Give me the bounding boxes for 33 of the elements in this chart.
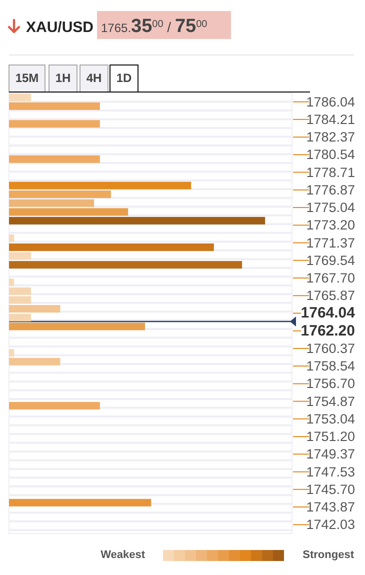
- chart-subtitle: 1765.35$^{00}$ / 75$^{00}$: [101, 16, 208, 37]
- y-tick-label: 1764.04: [300, 304, 356, 322]
- y-tick-label: 1745.70: [306, 482, 355, 497]
- y-tick-label: 1762.20: [300, 322, 355, 340]
- y-tick-label: 1780.54: [306, 147, 356, 162]
- text: Strongest: [302, 549, 354, 561]
- text: 4H: [86, 71, 102, 85]
- y-tick-label: 1778.71: [306, 164, 355, 180]
- y-tick-label: 1776.87: [306, 182, 355, 198]
- y-tick-label: 1775.04: [306, 200, 356, 216]
- y-tick-label: 1773.20: [306, 218, 355, 233]
- y-tick-label: 1756.70: [306, 376, 355, 392]
- y-tick-label: 1754.87: [306, 394, 355, 409]
- y-tick-label: 1747.53: [306, 464, 355, 480]
- y-tick-label: 1742.03: [306, 517, 355, 532]
- y-tick-label: 1751.20: [306, 429, 355, 444]
- chart-title: XAU/USD: [26, 19, 94, 36]
- y-tick-label: 1760.37: [306, 340, 355, 356]
- y-tick-label: 1765.87: [306, 288, 355, 304]
- y-tick-label: 1786.04: [306, 94, 356, 110]
- y-tick-label: 1769.54: [306, 252, 356, 268]
- y-tick-label: 1758.54: [306, 358, 356, 374]
- y-tick-label: 1767.70: [306, 270, 355, 286]
- text: 15M: [15, 71, 39, 85]
- y-tick-label: 1753.04: [306, 411, 356, 426]
- text: 1H: [55, 71, 71, 85]
- y-tick-label: 1749.37: [306, 446, 355, 462]
- y-tick-label: 1771.37: [306, 235, 355, 250]
- y-tick-label: 1782.37: [306, 130, 355, 145]
- text: Weakest: [100, 549, 146, 561]
- y-tick-label: 1743.87: [306, 499, 355, 514]
- text: 1D: [116, 71, 132, 85]
- y-tick-label: 1784.21: [306, 112, 355, 127]
